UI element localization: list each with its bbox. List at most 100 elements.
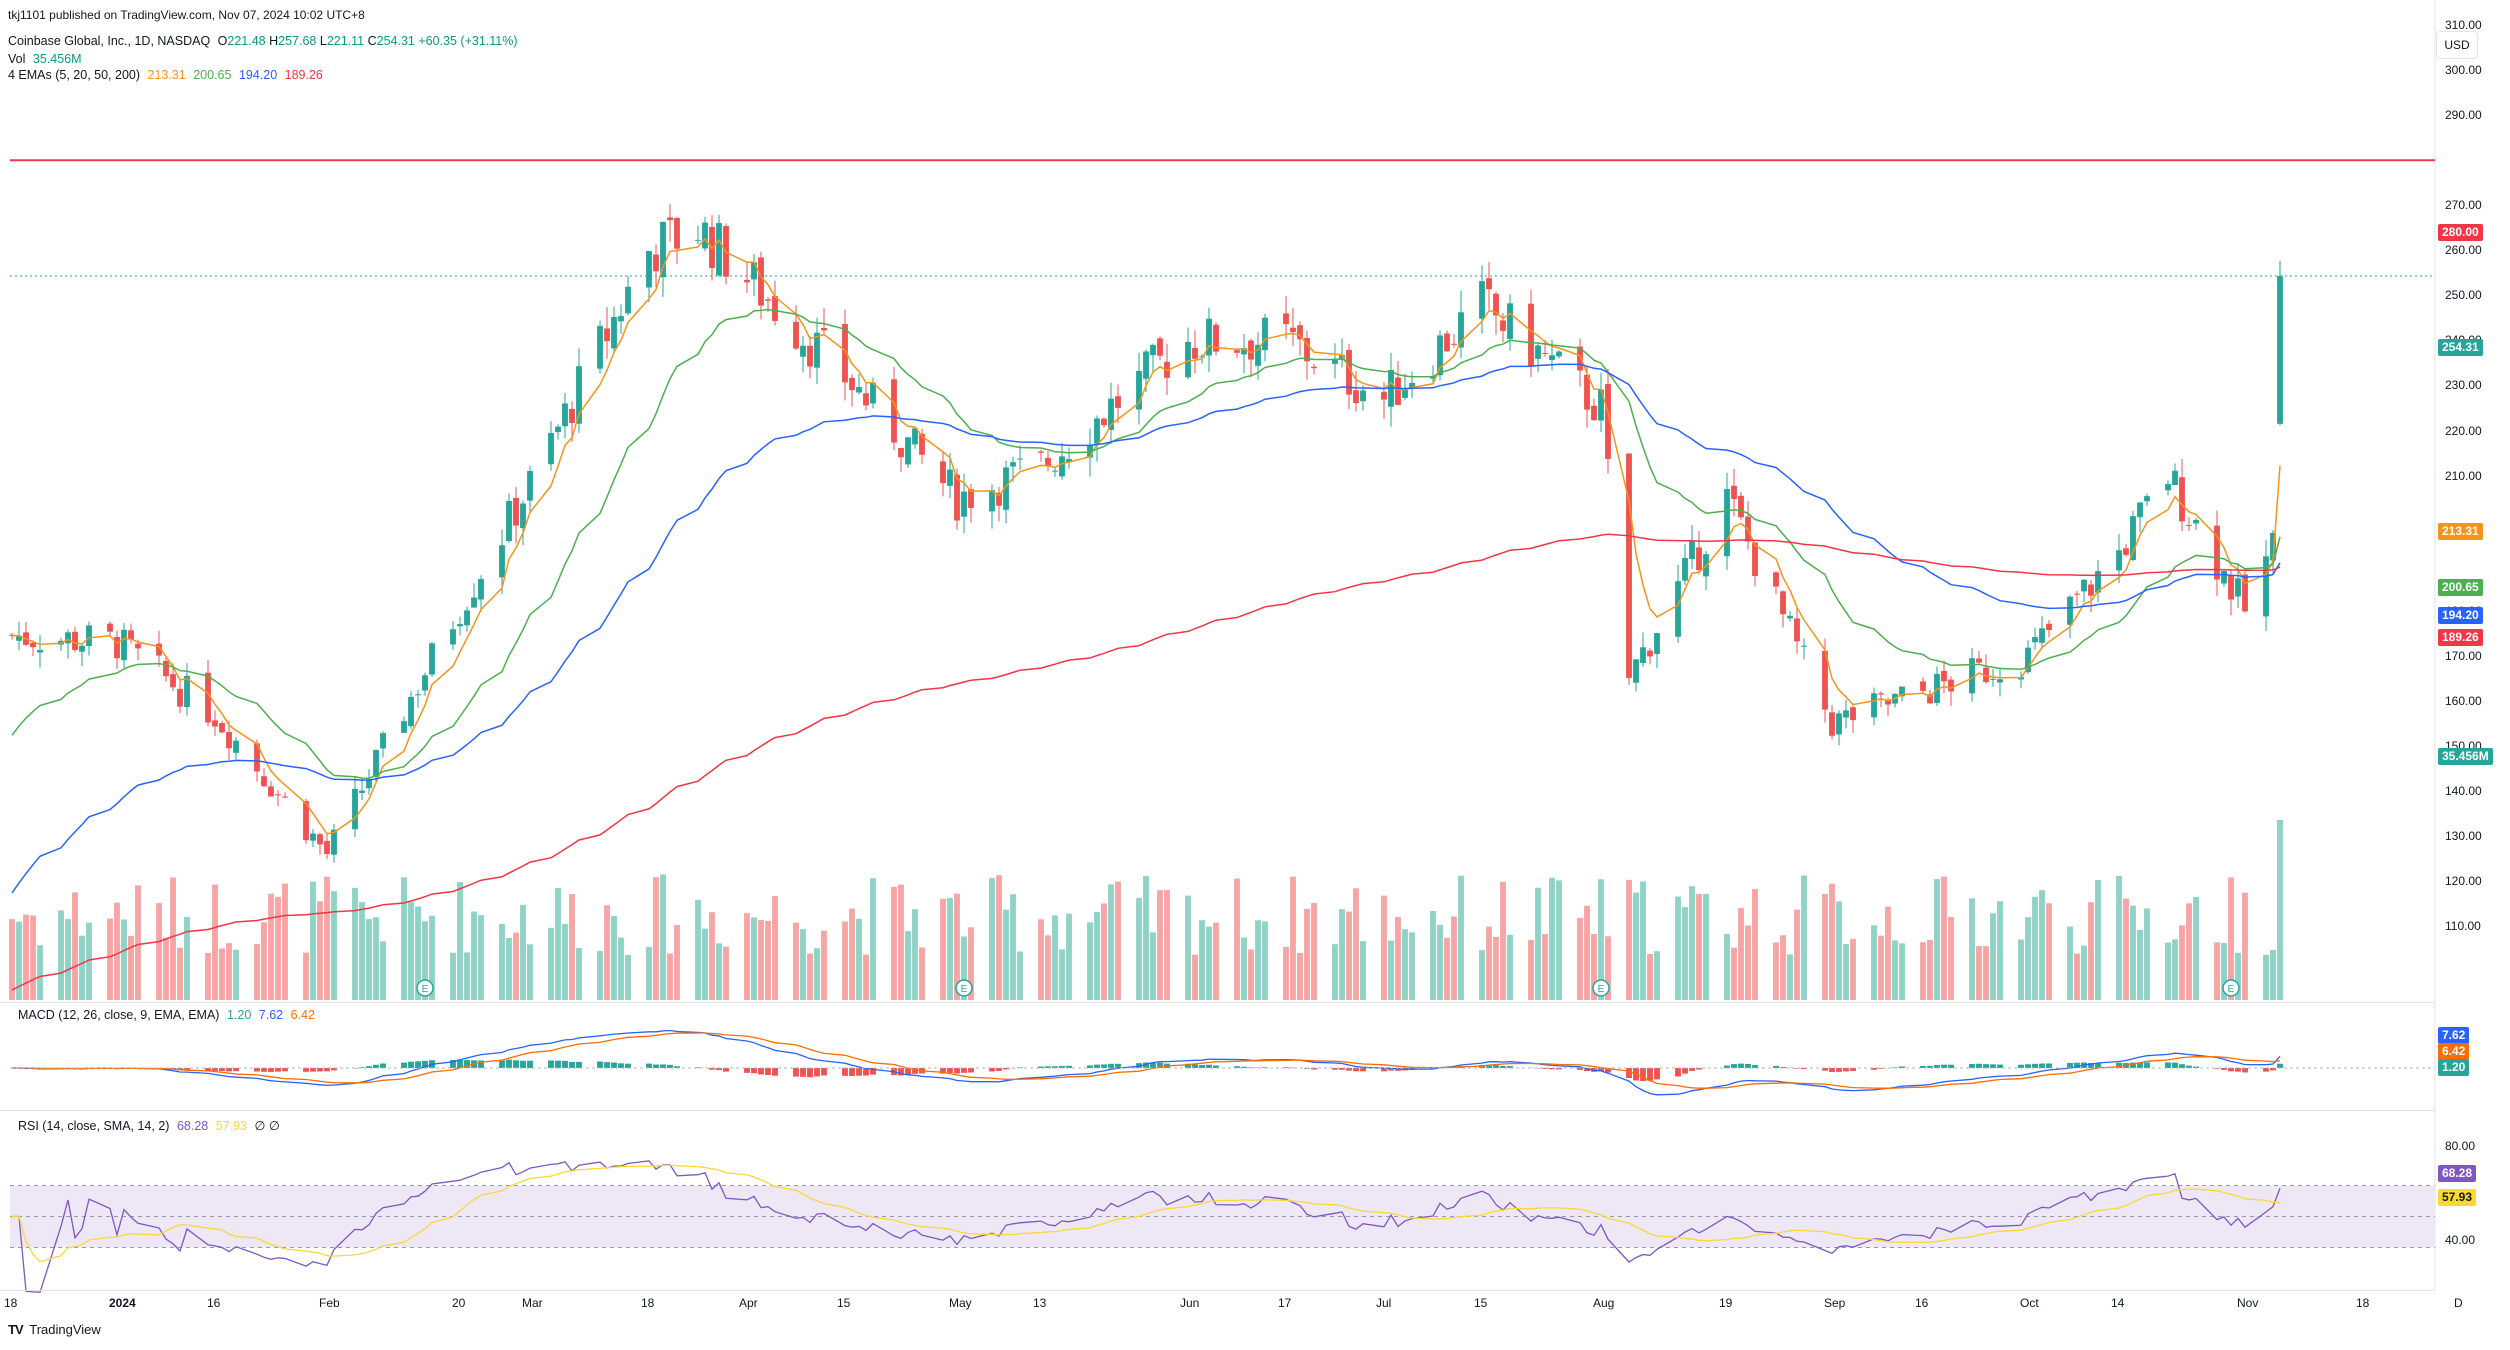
volume-bar xyxy=(1920,942,1926,1000)
volume-bar xyxy=(961,936,967,1000)
candle-body xyxy=(1731,485,1737,500)
macd-histogram-bar xyxy=(1976,1063,1982,1068)
time-axis-label: Oct xyxy=(2020,1296,2039,1310)
volume-bar xyxy=(513,932,519,1000)
volume-bar xyxy=(471,911,477,1000)
volume-bar xyxy=(674,924,680,1000)
candle-body xyxy=(422,675,428,691)
volume-bar xyxy=(793,922,799,1000)
resistance-tag: 280.00 xyxy=(2438,224,2483,241)
earnings-marker-label: E xyxy=(961,984,968,995)
volume-bar xyxy=(2018,939,2024,1000)
macd-histogram-bar xyxy=(667,1064,673,1068)
macd-histogram-bar xyxy=(1584,1068,1590,1071)
volume-bar xyxy=(380,941,386,1000)
macd-histogram-bar xyxy=(1115,1063,1121,1068)
volume-bar xyxy=(1199,920,1205,1000)
volume-bar xyxy=(695,899,701,1000)
macd-legend[interactable]: MACD (12, 26, close, 9, EMA, EMA) 1.20 7… xyxy=(18,1008,315,1022)
volume-bar xyxy=(2130,905,2136,1000)
macd-histogram-bar xyxy=(457,1059,463,1068)
currency-button[interactable]: USD xyxy=(2436,31,2478,59)
macd-histogram-bar xyxy=(597,1061,603,1068)
candle-body xyxy=(170,674,176,688)
candle-body xyxy=(310,833,316,841)
tradingview-logo[interactable]: TV TradingView xyxy=(8,1322,101,1337)
rsi-legend[interactable]: RSI (14, close, SMA, 14, 2) 68.28 57.93 … xyxy=(18,1118,280,1133)
candle-body xyxy=(86,625,92,647)
volume-bar xyxy=(212,884,218,1000)
rsi-axis-80: 80.00 xyxy=(2445,1139,2476,1153)
macd-histogram-bar xyxy=(282,1068,288,1072)
macd-histogram-bar xyxy=(1038,1066,1044,1068)
macd-histogram-bar xyxy=(1339,1068,1345,1070)
symbol-name[interactable]: Coinbase Global, Inc., 1D, NASDAQ xyxy=(8,34,211,48)
volume-bar xyxy=(1136,897,1142,1000)
volume-bar xyxy=(58,910,64,1000)
volume-bar xyxy=(2088,902,2094,1000)
volume-bar xyxy=(1696,893,1702,1000)
volume-bar xyxy=(478,915,484,1000)
volume-bar xyxy=(1381,895,1387,1000)
candle-body xyxy=(562,403,568,427)
volume-bar xyxy=(1584,905,1590,1000)
macd-histogram-bar xyxy=(1101,1064,1107,1068)
symbol-legend[interactable]: Coinbase Global, Inc., 1D, NASDAQ O221.4… xyxy=(8,34,518,48)
volume-bar xyxy=(1451,916,1457,1000)
macd-signal-tag: 6.42 xyxy=(2438,1043,2470,1060)
time-axis-label: 20 xyxy=(452,1296,466,1310)
candle-body xyxy=(1787,615,1793,619)
time-axis-label: Nov xyxy=(2237,1296,2259,1310)
candle-body xyxy=(1850,707,1856,721)
macd-label: MACD (12, 26, close, 9, EMA, EMA) xyxy=(18,1008,220,1022)
ema50-tag: 194.20 xyxy=(2438,607,2483,624)
ema-legend[interactable]: 4 EMAs (5, 20, 50, 200) 213.31 200.65 19… xyxy=(8,68,323,82)
volume-bar xyxy=(254,943,260,1000)
volume-bar xyxy=(1948,917,1954,1000)
volume-legend[interactable]: Vol 35.456M xyxy=(8,52,82,66)
candle-body xyxy=(2081,579,2087,592)
candle-body xyxy=(2263,556,2269,617)
volume-bar xyxy=(1066,913,1072,1000)
volume-bar xyxy=(366,919,372,1000)
candle-body xyxy=(1899,686,1905,697)
candle-body xyxy=(1577,346,1583,371)
macd-histogram-bar xyxy=(660,1064,666,1068)
macd-histogram-bar xyxy=(2277,1063,2283,1068)
volume-bar xyxy=(1192,954,1198,1000)
open-value: 221.48 xyxy=(227,34,266,48)
price-axis-label: 310.00 xyxy=(2445,18,2482,33)
volume-bar xyxy=(2116,875,2122,1000)
candle-body xyxy=(1493,293,1499,316)
volume-bar xyxy=(422,921,428,1000)
macd-histogram-bar xyxy=(422,1060,428,1068)
candle-body xyxy=(520,503,526,529)
candle-body xyxy=(1395,377,1401,405)
volume-bar xyxy=(1682,906,1688,1000)
macd-histogram-bar xyxy=(800,1068,806,1077)
time-axis-label: Sep xyxy=(1824,1296,1846,1310)
macd-histogram-bar xyxy=(1934,1065,1940,1068)
ema5-value: 213.31 xyxy=(147,68,186,82)
candle-body xyxy=(814,332,820,368)
candle-body xyxy=(576,366,582,424)
candle-body xyxy=(352,788,358,830)
macd-histogram-bar xyxy=(1626,1068,1632,1079)
candle-body xyxy=(1654,633,1660,655)
volume-bar xyxy=(86,922,92,1000)
volume-bar xyxy=(1997,901,2003,1000)
volume-bar xyxy=(1836,901,1842,1000)
macd-histogram-bar xyxy=(1234,1066,1240,1068)
macd-histogram-bar xyxy=(324,1068,330,1072)
candle-body xyxy=(1584,374,1590,410)
volume-bar xyxy=(807,953,813,1000)
candle-body xyxy=(744,279,750,283)
candle-body xyxy=(1402,389,1408,398)
macd-histogram-bar xyxy=(1199,1065,1205,1068)
candle-body xyxy=(1017,458,1023,460)
ema200-value: 189.26 xyxy=(284,68,323,82)
candle-body xyxy=(2025,647,2031,673)
candle-body xyxy=(2046,623,2052,631)
volume-bar xyxy=(1360,941,1366,1000)
